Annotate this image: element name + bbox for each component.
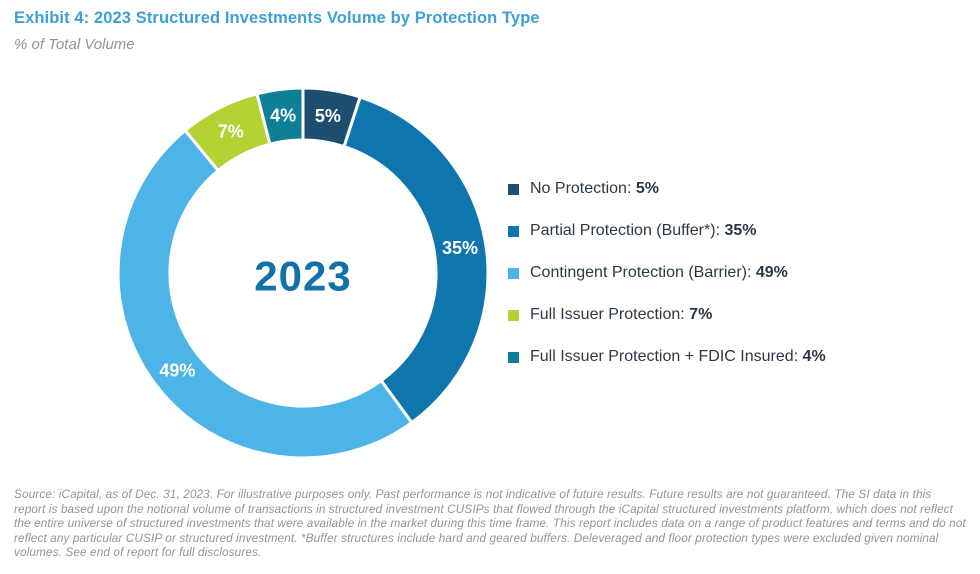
legend-swatch	[508, 309, 519, 321]
legend-label: Full Issuer Protection: 7%	[530, 306, 713, 323]
legend-value: 49%	[755, 264, 788, 281]
source-disclosure-text: Source: iCapital, as of Dec. 31, 2023. F…	[14, 487, 966, 559]
legend-item-2: Partial Protection (Buffer*): 35%	[508, 210, 826, 252]
donut-segment-value-label: 5%	[315, 106, 341, 126]
legend-item-1: No Protection: 5%	[508, 168, 826, 210]
donut-segment-value-label: 35%	[442, 238, 478, 258]
legend-value: 4%	[802, 348, 826, 365]
page-title: Exhibit 4: 2023 Structured Investments V…	[14, 9, 540, 27]
legend-value: 7%	[689, 306, 713, 323]
donut-segment-2	[342, 95, 490, 425]
legend-swatch	[508, 183, 519, 195]
donut-chart: 5% 35% 49% 7% 4% 2023	[116, 86, 490, 460]
donut-segment-value-label: 4%	[270, 105, 296, 125]
legend-item-4: Full Issuer Protection: 7%	[508, 294, 826, 336]
legend-label: Contingent Protection (Barrier): 49%	[530, 264, 788, 281]
legend-swatch	[508, 225, 519, 237]
page-subtitle: % of Total Volume	[14, 36, 135, 53]
legend-value: 35%	[724, 222, 757, 239]
donut-center-year-label: 2023	[254, 253, 351, 300]
legend-item-5: Full Issuer Protection + FDIC Insured: 4…	[508, 336, 826, 378]
legend-label: Partial Protection (Buffer*): 35%	[530, 222, 757, 239]
legend-swatch	[508, 351, 519, 363]
legend-label: Full Issuer Protection + FDIC Insured: 4…	[530, 348, 826, 365]
legend-value: 5%	[635, 180, 659, 197]
donut-segment-value-label: 7%	[218, 121, 244, 141]
legend-swatch	[508, 267, 519, 279]
legend: No Protection: 5% Partial Protection (Buf…	[508, 168, 826, 378]
donut-segment-3	[116, 128, 414, 460]
legend-item-3: Contingent Protection (Barrier): 49%	[508, 252, 826, 294]
donut-chart-area: 5% 35% 49% 7% 4% 2023	[93, 63, 513, 483]
donut-segment-5	[255, 86, 305, 146]
legend-label: No Protection: 5%	[530, 180, 659, 197]
donut-segment-value-label: 49%	[159, 361, 195, 381]
